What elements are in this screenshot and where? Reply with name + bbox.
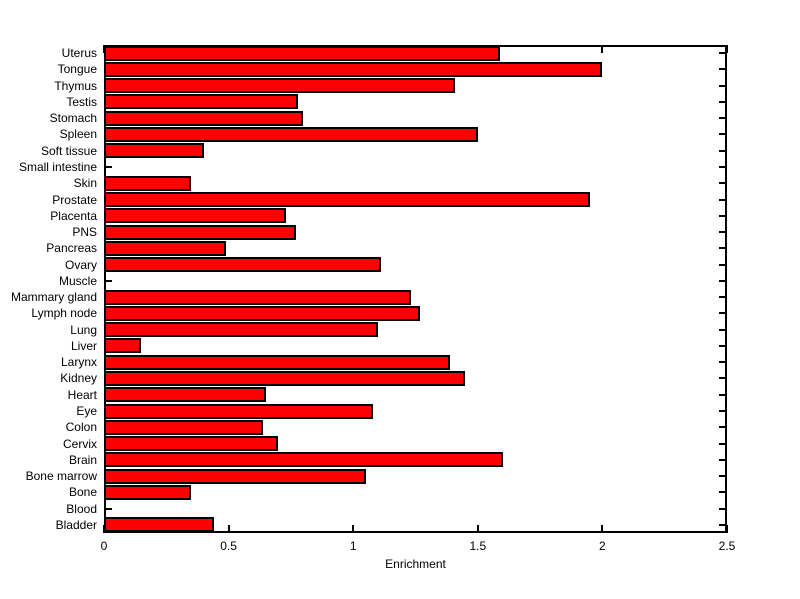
y-tick-right [719, 279, 727, 282]
category-label-testis: Testis [66, 94, 97, 109]
category-label-thymus: Thymus [54, 78, 97, 93]
y-tick-right [719, 475, 727, 478]
y-tick-left [104, 166, 112, 168]
y-tick-right [719, 133, 727, 136]
x-tick-bottom [726, 525, 728, 533]
y-tick-left [104, 507, 112, 510]
category-label-eye: Eye [76, 404, 97, 418]
category-label-liver: Liver [70, 338, 97, 353]
x-tick-top [726, 45, 728, 53]
category-label-stomach: Stomach [49, 111, 97, 126]
y-tick-left [104, 279, 112, 282]
y-tick-right [719, 166, 727, 168]
y-tick-right [719, 344, 727, 347]
x-tick-bottom [476, 525, 479, 533]
x-tick-label-2.5: 2.5 [718, 539, 736, 553]
category-label-tongue: Tongue [57, 62, 97, 77]
category-label-cervix: Cervix [62, 436, 97, 451]
category-label-ovary: Ovary [64, 257, 97, 272]
y-tick-right [719, 312, 727, 315]
category-label-bone-marrow: Bone marrow [25, 469, 97, 484]
axes-frame [104, 45, 727, 533]
y-tick-right [719, 149, 727, 152]
category-label-uterus: Uterus [61, 46, 97, 61]
category-label-skin: Skin [73, 176, 97, 191]
y-tick-right [719, 68, 727, 71]
y-tick-right [719, 458, 727, 461]
y-tick-right [719, 263, 727, 266]
y-tick-right [719, 523, 727, 526]
x-tick-label-1.5: 1.5 [469, 539, 487, 553]
y-tick-right [719, 296, 727, 299]
x-tick-label-2: 2 [599, 539, 606, 553]
y-tick-right [719, 198, 727, 201]
category-label-spleen: Spleen [59, 127, 97, 142]
y-tick-right [719, 100, 727, 103]
category-label-muscle: Muscle [58, 273, 97, 288]
category-label-pancreas: Pancreas [46, 241, 97, 256]
y-tick-right [719, 182, 727, 185]
y-tick-right [719, 361, 727, 364]
plot-area [103, 45, 728, 533]
category-label-brain: Brain [68, 452, 97, 467]
y-tick-right [719, 231, 727, 234]
category-label-heart: Heart [67, 387, 97, 402]
y-tick-right [719, 117, 727, 120]
category-label-bone: Bone [68, 485, 97, 500]
category-label-placenta: Placenta [50, 208, 97, 223]
category-label-pns: PNS [72, 225, 97, 240]
x-tick-label-1: 1 [349, 539, 357, 553]
x-tick-bottom [601, 525, 604, 533]
x-tick-bottom [227, 525, 230, 533]
category-label-blood: Blood [66, 501, 97, 516]
y-tick-right [719, 507, 727, 510]
category-label-prostate: Prostate [52, 192, 97, 207]
y-tick-right [719, 52, 727, 55]
y-tick-right [719, 377, 727, 380]
category-label-larynx: Larynx [60, 355, 97, 370]
category-label-mammary-gland: Mammary gland [10, 290, 97, 305]
y-tick-right [719, 328, 727, 331]
category-label-kidney: Kidney [60, 371, 97, 386]
category-label-lung: Lung [70, 322, 97, 337]
x-tick-bottom [352, 525, 355, 533]
category-label-lymph-node: Lymph node [31, 306, 97, 321]
x-tick-label-0.5: 0.5 [220, 539, 237, 553]
x-tick-top [601, 45, 604, 53]
y-tick-right [719, 426, 727, 429]
y-tick-right [719, 491, 727, 494]
y-tick-right [719, 442, 727, 445]
category-label-colon: Colon [65, 420, 97, 435]
y-tick-right [719, 410, 727, 412]
y-tick-right [719, 214, 727, 217]
y-tick-right [719, 247, 727, 250]
x-tick-label-0: 0 [100, 539, 108, 553]
category-label-bladder: Bladder [55, 517, 97, 532]
x-axis-label: Enrichment [385, 557, 446, 571]
category-label-soft-tissue: Soft tissue [40, 143, 97, 158]
y-tick-right [719, 393, 727, 396]
y-tick-right [719, 84, 727, 87]
category-label-small-intestine: Small intestine [18, 160, 97, 174]
